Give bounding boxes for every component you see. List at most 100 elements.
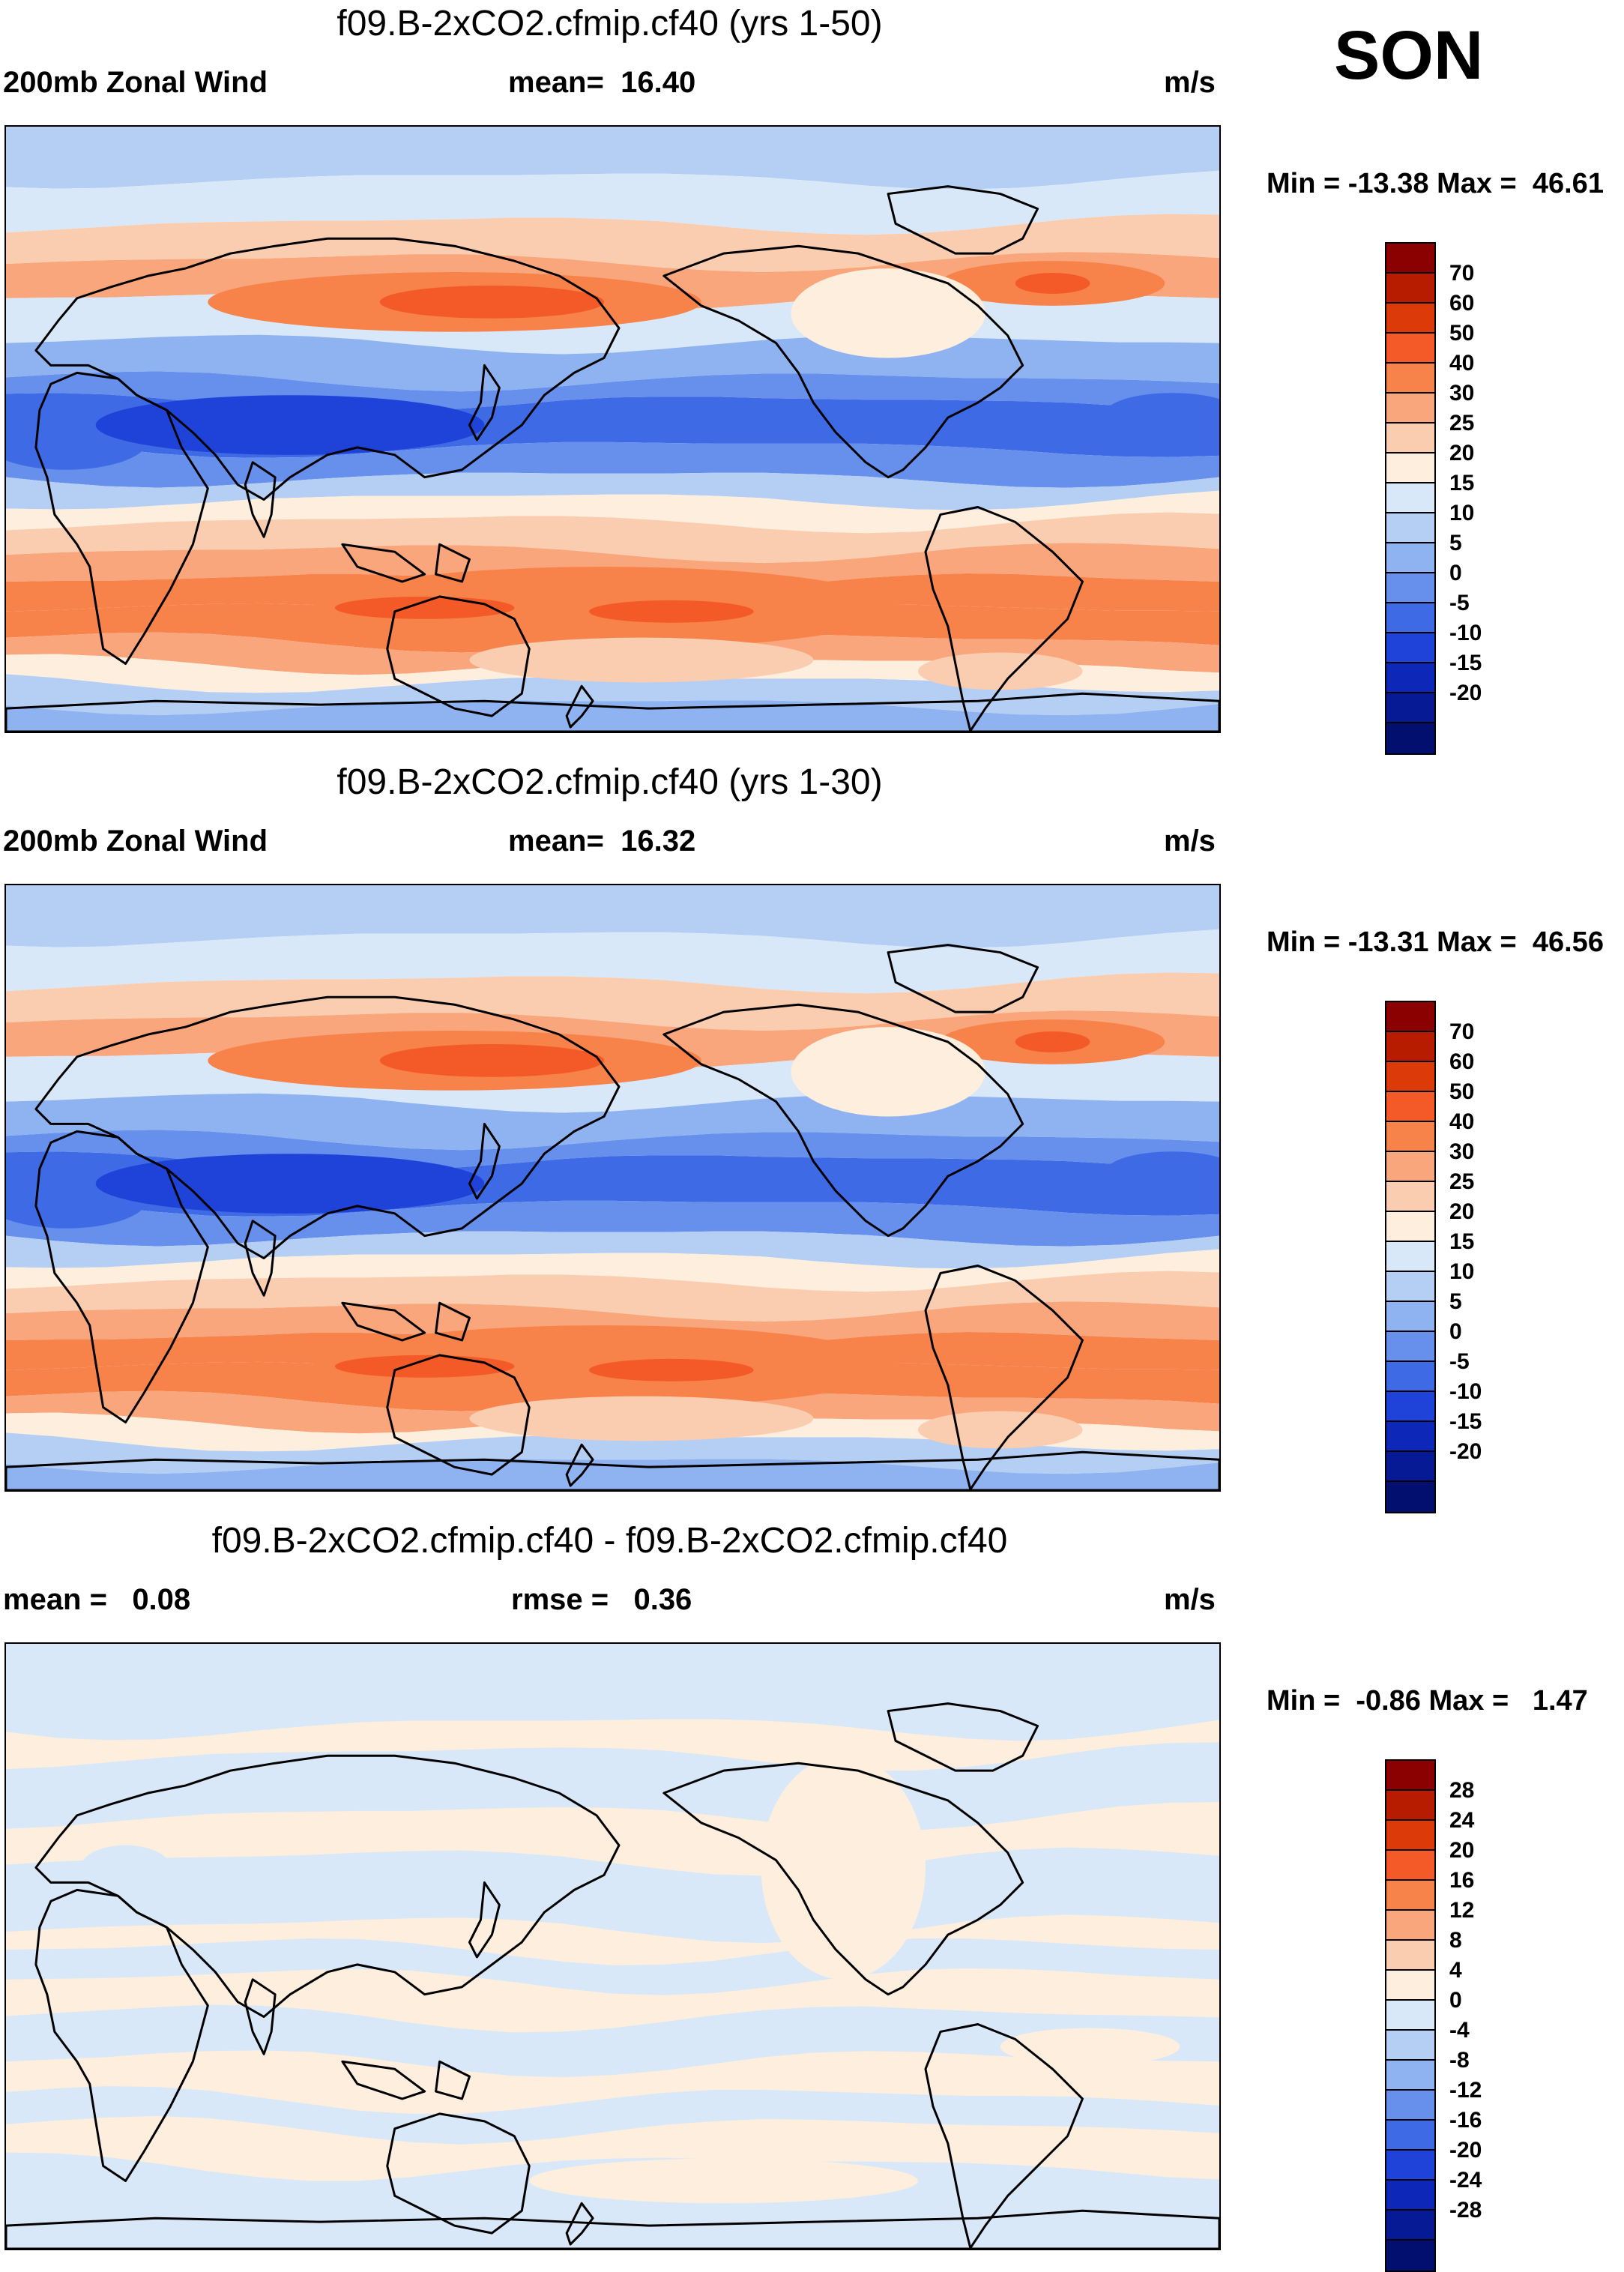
indian-ocean-easterlies	[95, 1154, 485, 1214]
positive-diff-band	[6, 2115, 1219, 2181]
colorbar-segment	[1386, 394, 1434, 424]
colorbar-tick-label: 0	[1449, 1988, 1462, 2013]
north-america-ridge	[791, 1027, 985, 1117]
coastline	[341, 1301, 426, 1342]
colorbar-segment	[1386, 1851, 1434, 1881]
colorbar-tick-label: -20	[1449, 681, 1482, 705]
contour-band	[6, 885, 1219, 948]
sh-split-jet-atlantic	[917, 652, 1083, 690]
sh-split-jet-pacific	[469, 637, 814, 683]
colorbar-segment	[1386, 334, 1434, 364]
panel2-colorbar	[1385, 1001, 1436, 1513]
panel2-min-label: Min =	[1267, 926, 1341, 958]
panel3-colorbar	[1385, 1759, 1436, 2272]
coastline	[435, 2060, 471, 2100]
colorbar-segment	[1386, 1002, 1434, 1032]
colorbar-segment	[1386, 1761, 1434, 1791]
colorbar-segment	[1386, 304, 1434, 334]
colorbar-segment	[1386, 1332, 1434, 1362]
colorbar-tick-label: 40	[1449, 351, 1475, 376]
coastline	[34, 237, 621, 501]
sh-jet-core-east	[589, 600, 754, 623]
panel1-colorbar	[1385, 242, 1436, 755]
colorbar-segment	[1386, 1482, 1434, 1512]
coastline	[887, 185, 1039, 255]
positive-diff-band	[6, 1968, 1219, 2033]
colorbar-segment	[1386, 1242, 1434, 1272]
colorbar-tick-label: -15	[1449, 651, 1482, 675]
colorbar-tick-label: 5	[1449, 531, 1462, 555]
coastline	[435, 1301, 471, 1342]
colorbar-segment	[1386, 1791, 1434, 1821]
panel1-min-label: Min =	[1267, 168, 1341, 199]
sh-jet-core-west	[334, 1355, 515, 1378]
colorbar-segment	[1386, 483, 1434, 513]
colorbar-segment	[1386, 2061, 1434, 2091]
panel1-minmax: Min = -13.38 Max = 46.61	[1267, 168, 1604, 200]
map-canvas	[6, 1644, 1219, 2249]
panel3-max-value: 1.47	[1532, 1685, 1588, 1717]
sh-split-jet-atlantic	[917, 1411, 1083, 1449]
contour-band	[6, 214, 1219, 273]
colorbar-segment	[1386, 1971, 1434, 2001]
panel3-map	[4, 1642, 1221, 2250]
coastline	[924, 505, 1084, 732]
panel1-mean-value: 16.40	[621, 66, 696, 99]
colorbar-segment	[1386, 2001, 1434, 2031]
positive-diff-region	[761, 1756, 926, 1980]
coastlines	[6, 1702, 1219, 2249]
colorbar-tick-label: -4	[1449, 2018, 1470, 2043]
colorbar-segment	[1386, 663, 1434, 693]
pacific-easterlies	[746, 400, 911, 428]
colorbar-segment	[1386, 603, 1434, 633]
colorbar-segment	[1386, 1272, 1434, 1302]
panel2-min-value: -13.31	[1347, 926, 1429, 958]
atlantic-easterlies	[1105, 1151, 1219, 1193]
nh-atlantic-jet-core	[1015, 273, 1090, 294]
coastline	[6, 692, 1219, 732]
colorbar-tick-label: -16	[1449, 2108, 1482, 2133]
colorbar-segment	[1386, 693, 1434, 723]
colorbar-segment	[1386, 1032, 1434, 1062]
contour-band	[6, 929, 1219, 994]
panel2-mean: mean= 16.32	[508, 825, 695, 858]
coastline	[887, 944, 1039, 1013]
coastline	[662, 1003, 1024, 1238]
contour-band	[6, 972, 1219, 1031]
colorbar-tick-label: 30	[1449, 381, 1475, 406]
panel1-mean: mean= 16.40	[508, 66, 695, 100]
contour-band	[6, 170, 1219, 235]
colorbar-tick-label: 40	[1449, 1109, 1475, 1134]
panel1-max-label: Max =	[1437, 168, 1517, 199]
contour-band	[6, 512, 1219, 564]
positive-diff-region-atlantic	[1000, 2028, 1180, 2066]
colorbar-segment	[1386, 1941, 1434, 1971]
sh-jet-core-east	[589, 1358, 754, 1381]
coastline	[468, 364, 501, 442]
colorbar-tick-label: 50	[1449, 1079, 1475, 1104]
panel3-minmax: Min = -0.86 Max = 1.47	[1267, 1685, 1588, 1717]
colorbar-segment	[1386, 2151, 1434, 2181]
colorbar-tick-label: 10	[1449, 501, 1475, 525]
coastline	[565, 684, 594, 729]
panel3-mean-value: 0.08	[132, 1583, 191, 1616]
colorbar-tick-label: 15	[1449, 1229, 1475, 1254]
colorbar-tick-label: 50	[1449, 321, 1475, 346]
coastline	[924, 1264, 1084, 1490]
colorbar-segment	[1386, 1881, 1434, 1911]
colorbar-segment	[1386, 1092, 1434, 1122]
colorbar-segment	[1386, 1182, 1434, 1212]
positive-diff-band	[6, 1914, 1219, 1965]
coastline	[341, 2060, 426, 2100]
colorbar-tick-label: -5	[1449, 1349, 1470, 1374]
coastline	[662, 244, 1024, 479]
panel3-units: m/s	[1164, 1583, 1216, 1616]
colorbar-segment	[1386, 1911, 1434, 1941]
map-canvas	[6, 127, 1219, 732]
colorbar-tick-label: -20	[1449, 1439, 1482, 1464]
colorbar-segment	[1386, 1422, 1434, 1452]
contour-band	[6, 700, 1219, 732]
colorbar-segment	[1386, 1362, 1434, 1392]
panel2-units: m/s	[1164, 825, 1216, 858]
colorbar-tick-label: 28	[1449, 1778, 1475, 1803]
